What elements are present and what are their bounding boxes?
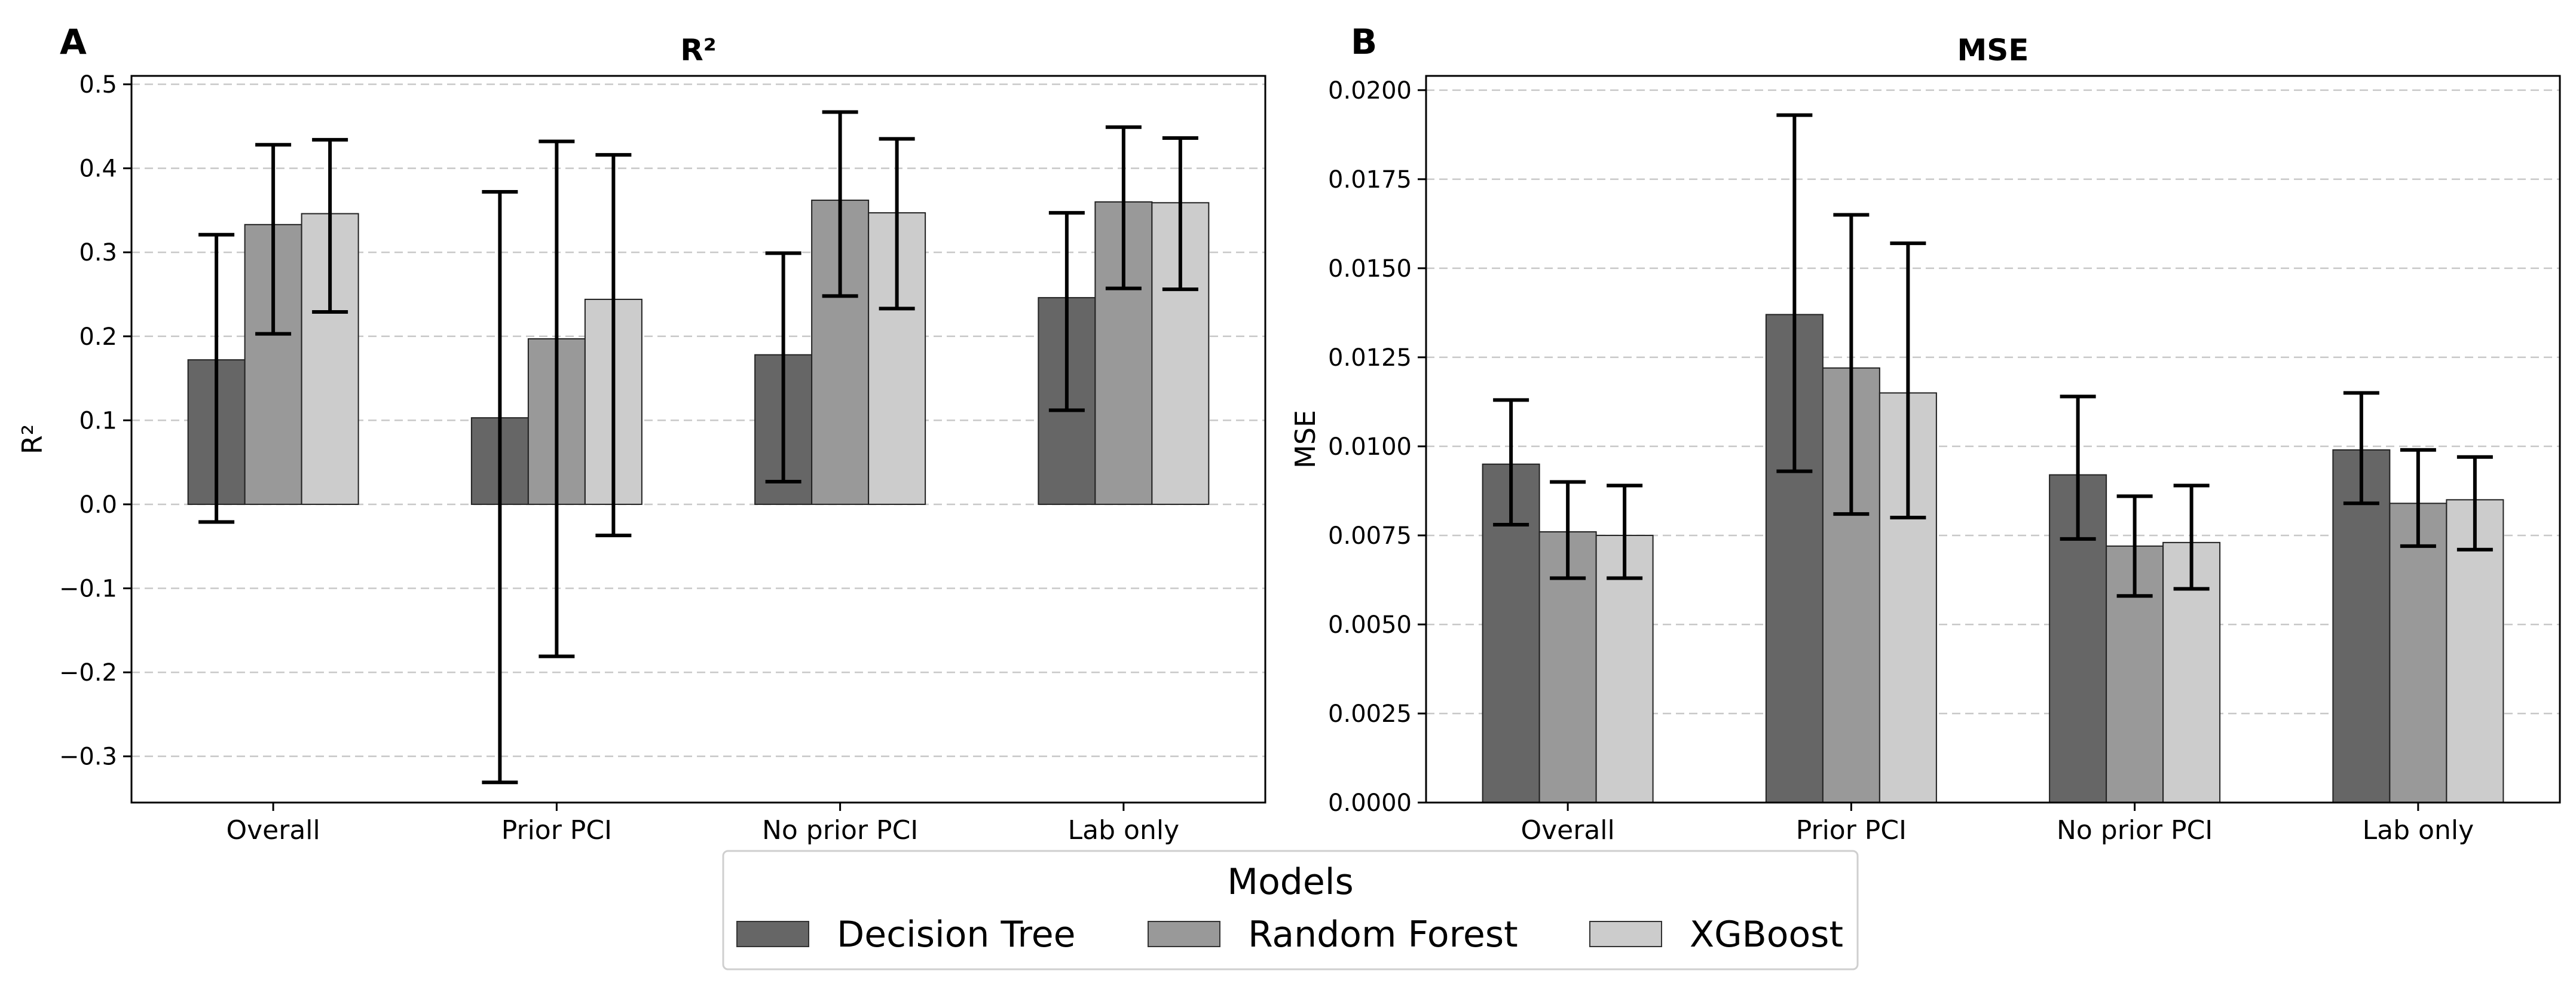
plot-frame: [1425, 75, 2561, 804]
y-tick-label: 0.0: [79, 491, 117, 519]
bar-decision-tree-prior-pci: [1765, 314, 1824, 803]
y-tick-label: 0.0050: [1328, 611, 1412, 639]
y-tick-label: 0.4: [79, 155, 117, 183]
x-tick-label-no-prior-pci: No prior PCI: [2057, 815, 2213, 846]
y-axis-label: MSE: [1289, 410, 1321, 469]
x-tick-label-overall: Overall: [1521, 815, 1615, 846]
bar-xgboost-no-prior-pci: [2162, 541, 2221, 803]
y-tick-label: 0.0025: [1328, 700, 1412, 728]
y-tick-label: 0.0200: [1328, 77, 1412, 105]
chart-panel-b: 0.0000 0.0025 0.0050 0.0075 0.0100 0.0125 0.01…: [1289, 22, 2561, 846]
bar-random-forest-lab-only: [2389, 503, 2447, 803]
x-tick-label-lab-only: Lab only: [2363, 815, 2474, 846]
legend-frame: [722, 850, 1859, 970]
y-tick-label: −0.2: [59, 659, 117, 687]
y-tick-label: 0.3: [79, 239, 117, 267]
legend-label-decision-tree: Decision Tree: [837, 914, 1076, 956]
x-tick-label-overall: Overall: [227, 815, 320, 846]
y-tick-label: 0.0075: [1328, 522, 1412, 550]
y-tick-label: −0.3: [59, 743, 117, 771]
y-tick-label: 0.0175: [1328, 166, 1412, 194]
legend: Models Decision Tree Random Forest XGBoo…: [722, 850, 1859, 970]
chart-title: MSE: [1957, 33, 2029, 68]
x-tick-label-no-prior-pci: No prior PCI: [762, 815, 918, 846]
y-tick-label: 0.0100: [1328, 433, 1412, 461]
chart-panel-a: −0.3 −0.2 −0.1 0.0 0.1 0.2 0.3 0.4 0.5 Overall Pri…: [16, 22, 1266, 846]
panel-letter: A: [60, 22, 87, 62]
legend-swatch-random-forest: [1148, 921, 1220, 947]
y-tick-label: 0.0000: [1328, 789, 1412, 817]
y-tick-label: 0.2: [79, 323, 117, 351]
y-axis-label: R²: [16, 424, 48, 454]
y-tick-label: 0.5: [79, 71, 117, 99]
legend-label-xgboost: XGBoost: [1690, 914, 1843, 956]
panel-letter: B: [1351, 22, 1377, 62]
chart-title: R²: [680, 33, 716, 68]
x-tick-label-prior-pci: Prior PCI: [1796, 815, 1907, 846]
legend-swatch-decision-tree: [736, 921, 809, 947]
y-tick-label: 0.0150: [1328, 255, 1412, 283]
legend-title: Models: [1227, 861, 1353, 903]
plot-frame: [130, 75, 1266, 804]
legend-label-random-forest: Random Forest: [1248, 914, 1518, 956]
y-tick-label: 0.1: [79, 407, 117, 434]
x-tick-label-prior-pci: Prior PCI: [501, 815, 612, 846]
bar-xgboost-lab-only: [1151, 202, 1210, 505]
y-tick-label: 0.0125: [1328, 344, 1412, 372]
y-tick-label: −0.1: [59, 575, 117, 603]
x-tick-label-lab-only: Lab only: [1068, 815, 1179, 846]
legend-swatch-xgboost: [1589, 921, 1662, 947]
